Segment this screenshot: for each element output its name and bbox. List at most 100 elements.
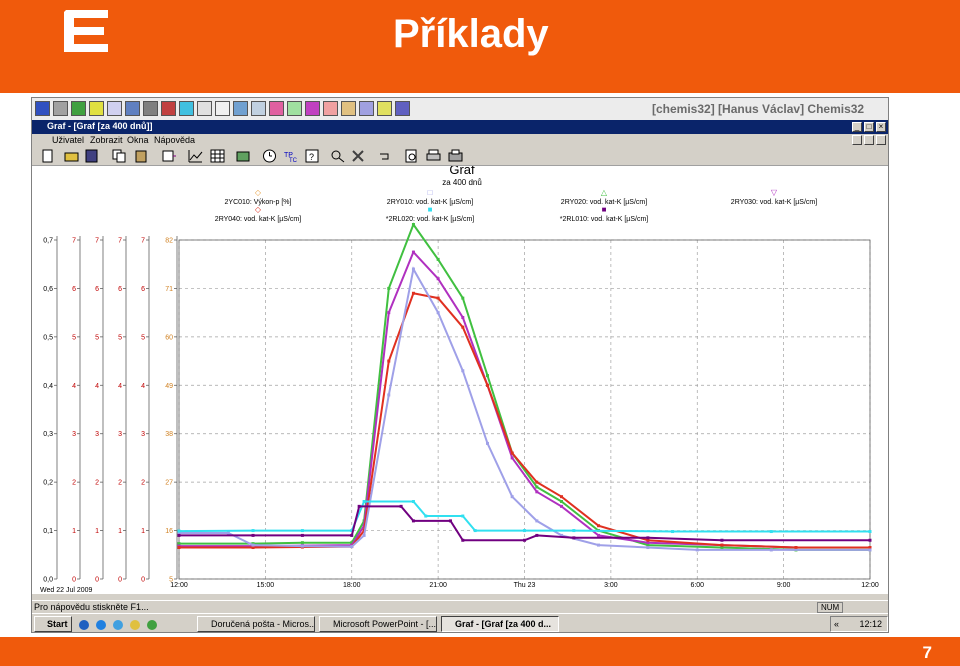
open-folder-icon[interactable] <box>64 149 79 163</box>
edit-icon[interactable] <box>236 149 251 163</box>
y-tick-label: 7 <box>72 238 76 245</box>
tray-chevron-icon[interactable]: « <box>834 619 840 629</box>
window-titlebar[interactable]: Graf - [Graf [za 400 dnů]] _ □ × <box>32 120 888 134</box>
y-tick-label: 5 <box>169 577 173 584</box>
legend-label: *2RL010: vod. kat-K [µS/cm] <box>560 216 649 223</box>
legend-label: 2RY020: vod. kat-K [µS/cm] <box>561 199 647 206</box>
app-icon[interactable] <box>287 101 302 116</box>
series-point <box>720 543 724 547</box>
series-point <box>646 543 650 547</box>
print-icon[interactable] <box>426 149 441 163</box>
page-number: 7 <box>922 643 932 662</box>
app-icon[interactable] <box>125 101 140 116</box>
series-point <box>646 536 650 540</box>
taskbar: Start Doručená pošta - Micros... Microso… <box>32 613 888 632</box>
app-icon[interactable] <box>305 101 320 116</box>
menu-napoveda[interactable]: Nápověda <box>154 135 196 145</box>
series-point <box>226 531 230 535</box>
y-tick-label: 0 <box>141 577 145 584</box>
app-icon[interactable] <box>215 101 230 116</box>
app-icon[interactable] <box>161 101 176 116</box>
app-launcher-bar: [chemis32] [Hanus Václav] Chemis32 <box>32 98 888 120</box>
doc-maximize-button[interactable] <box>864 135 874 145</box>
app-icon[interactable] <box>53 101 68 116</box>
taskbar-item-mail[interactable]: Doručená pošta - Micros... <box>197 616 315 632</box>
minimize-button[interactable]: _ <box>852 122 862 132</box>
series-point <box>560 495 564 499</box>
insert-series-icon[interactable] <box>162 149 177 163</box>
series-point <box>646 538 650 542</box>
menu-okna[interactable]: Okna <box>127 135 149 145</box>
series-line <box>179 222 870 551</box>
taskbar-item-powerpoint[interactable]: Microsoft PowerPoint - [... <box>319 616 437 632</box>
svg-text:TC: TC <box>289 158 298 163</box>
maximize-button[interactable]: □ <box>864 122 874 132</box>
quick-launch-icons[interactable] <box>77 618 167 632</box>
save-icon[interactable] <box>84 149 99 163</box>
copy-icon[interactable] <box>112 149 127 163</box>
app-icon[interactable] <box>269 101 284 116</box>
app-icon[interactable] <box>359 101 374 116</box>
app-icon[interactable] <box>233 101 248 116</box>
chart-icon[interactable] <box>188 149 203 163</box>
series-point <box>436 257 440 261</box>
legend-marker: ▽ <box>771 188 778 197</box>
series-point <box>300 529 304 533</box>
doc-close-button[interactable] <box>876 135 886 145</box>
series-point <box>411 519 415 523</box>
series-point <box>560 504 564 508</box>
series-point <box>251 533 255 537</box>
app-icon[interactable] <box>107 101 122 116</box>
app-icon[interactable] <box>377 101 392 116</box>
doc-minimize-button[interactable] <box>852 135 862 145</box>
start-button[interactable]: Start <box>34 616 72 632</box>
app-icon[interactable] <box>179 101 194 116</box>
app-icon[interactable] <box>395 101 410 116</box>
app-icon[interactable] <box>341 101 356 116</box>
series-point <box>461 538 465 542</box>
menu-zobrazit[interactable]: Zobrazit <box>90 135 123 145</box>
export-icon[interactable] <box>448 149 463 163</box>
zoom-icon[interactable] <box>330 149 345 163</box>
help-icon[interactable]: ? <box>305 149 320 163</box>
series-point <box>399 504 403 508</box>
app-icon[interactable] <box>251 101 266 116</box>
table-icon[interactable] <box>210 149 225 163</box>
y-tick-label: 0 <box>72 577 76 584</box>
y-tick-label: 1 <box>95 528 99 535</box>
series-point <box>535 490 539 494</box>
series-point <box>769 530 773 534</box>
series-point <box>251 529 255 533</box>
series-point <box>535 533 539 537</box>
y-tick-label: 2 <box>72 480 76 487</box>
app-icon[interactable] <box>323 101 338 116</box>
clock-icon[interactable] <box>262 149 277 163</box>
new-document-icon[interactable] <box>40 149 55 163</box>
legend-marker: △ <box>601 188 608 197</box>
series-point <box>572 536 576 540</box>
series-point <box>868 538 872 542</box>
series-point <box>448 519 452 523</box>
x-tick-label: 18:00 <box>343 582 361 589</box>
y-tick-label: 0,3 <box>43 431 53 438</box>
taskbar-item-graf[interactable]: Graf - [Graf [za 400 d... <box>441 616 559 632</box>
legend-marker: □ <box>428 188 433 197</box>
tools-icon[interactable] <box>351 149 366 163</box>
series-point <box>510 456 514 460</box>
app-icon[interactable] <box>35 101 50 116</box>
print-preview-icon[interactable] <box>404 149 419 163</box>
app-icon[interactable] <box>89 101 104 116</box>
menu-uzivatel[interactable]: Uživatel <box>52 135 85 145</box>
system-tray: « 12:12 <box>830 616 888 632</box>
series-point <box>177 546 181 550</box>
app-icon[interactable] <box>71 101 86 116</box>
close-button[interactable]: × <box>876 122 886 132</box>
paste-icon[interactable] <box>134 149 149 163</box>
chart-title: Graf <box>449 166 475 177</box>
y-tick-label: 0,6 <box>43 286 53 293</box>
undo-icon[interactable] <box>377 149 392 163</box>
line-chart[interactable]: Graf za 400 dnů ◇2YC010: Výkon-p [%]□2RY… <box>32 162 889 594</box>
app-icon[interactable] <box>197 101 212 116</box>
app-icon[interactable] <box>143 101 158 116</box>
